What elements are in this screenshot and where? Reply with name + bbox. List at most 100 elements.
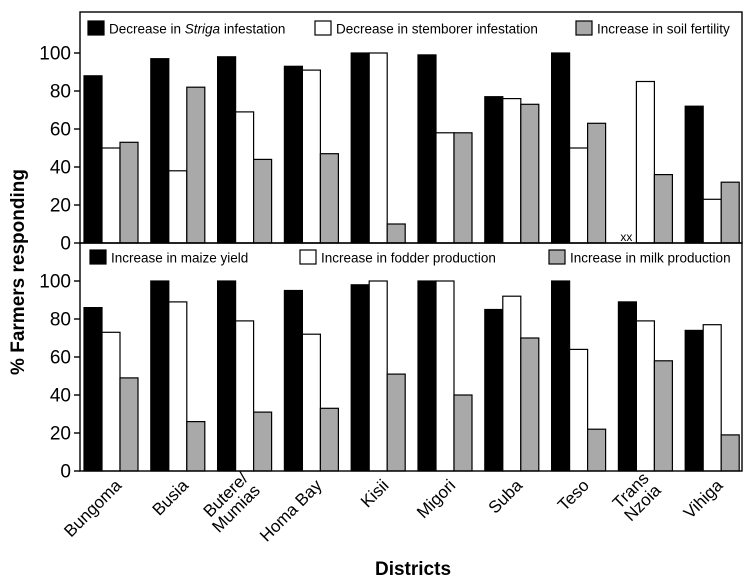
bottom-bar-increase-in-fodder-production-kisii xyxy=(368,280,388,472)
top-panel: Decrease in Striga infestation Decrease i… xyxy=(39,11,743,255)
x-tick-label-vihiga: Vihiga xyxy=(680,475,727,522)
bottom-bar-increase-in-milk-production-suba xyxy=(520,337,540,472)
top-bar-decrease-in-stemborer-infestation-busia xyxy=(168,170,188,244)
top-bar-decrease-in-stemborer-infestation-kisii xyxy=(368,52,388,244)
x-tick-label-migori: Migori xyxy=(413,476,459,522)
top-bar-increase-in-soil-fertility-butere-mumias xyxy=(253,158,273,244)
top-bar-decrease-in-stemborer-infestation-teso xyxy=(568,147,589,244)
bottom-y-axis: 0 20 40 60 80 100 xyxy=(39,242,743,483)
top-bar-decrease-in-stemborer-infestation-butere-mumias xyxy=(235,111,255,244)
top-legend-swatch-increase-in-soil-fertility xyxy=(575,20,593,36)
top-bar-decrease-in-stemborer-infestation-migori xyxy=(435,132,455,244)
bottom-legend-label-increase-in-milk-production: Increase in milk production xyxy=(570,251,731,266)
top-bar-decrease-in-striga-infestation-suba xyxy=(484,96,504,244)
bottom-legend-label-increase-in-maize-yield: Increase in maize yield xyxy=(111,251,248,266)
x-tick-label-butere-mumias: Butere/Mumias xyxy=(196,469,264,537)
top-legend-label-decrease-in-stemborer-infestation: Decrease in stemborer infestation xyxy=(336,22,538,37)
top-annotations: xx xyxy=(620,230,632,244)
y-axis-title: % Farmers responding xyxy=(8,169,29,375)
bottom-legend-swatch-increase-in-maize-yield xyxy=(89,249,107,265)
bottom-bar-increase-in-maize-yield-trans-nzoia xyxy=(617,301,638,472)
bottom-y-tick-label: 80 xyxy=(50,310,71,331)
bottom-bar-increase-in-maize-yield-suba xyxy=(484,308,504,472)
bottom-bar-increase-in-milk-production-butere-mumias xyxy=(253,411,273,472)
top-y-tick-label: 40 xyxy=(50,158,71,179)
top-bar-decrease-in-stemborer-infestation-bungoma xyxy=(101,147,121,244)
top-annotation-no-data: xx xyxy=(620,230,632,244)
bottom-legend: Increase in maize yield Increase in fodde… xyxy=(89,249,731,266)
top-bar-decrease-in-stemborer-infestation-suba xyxy=(502,97,522,244)
bottom-bar-increase-in-maize-yield-butere-mumias xyxy=(217,280,237,472)
x-axis-title: Districts xyxy=(375,559,451,578)
top-y-tick-label: 60 xyxy=(50,120,71,141)
bottom-legend-label-increase-in-fodder-production: Increase in fodder production xyxy=(321,251,496,266)
bottom-bar-increase-in-fodder-production-trans-nzoia xyxy=(635,320,656,472)
top-bar-increase-in-soil-fertility-suba xyxy=(520,103,540,244)
x-tick-label-kisii: Kisii xyxy=(357,476,392,511)
top-bar-increase-in-soil-fertility-trans-nzoia xyxy=(653,174,674,244)
top-bar-increase-in-soil-fertility-teso xyxy=(586,122,607,244)
bottom-bar-increase-in-maize-yield-migori xyxy=(417,280,437,472)
top-legend-label-decrease-in-striga-infestation: Decrease in Striga infestation xyxy=(109,22,285,37)
top-y-tick-label: 100 xyxy=(39,44,71,65)
bottom-bar-increase-in-maize-yield-homa-bay xyxy=(283,289,303,472)
top-bar-decrease-in-stemborer-infestation-trans-nzoia xyxy=(635,80,656,244)
top-y-tick-label: 0 xyxy=(60,234,71,255)
top-bar-increase-in-soil-fertility-bungoma xyxy=(119,141,139,244)
bottom-bar-increase-in-maize-yield-busia xyxy=(150,280,170,472)
bottom-y-tick-label: 40 xyxy=(50,386,71,407)
bottom-bar-increase-in-maize-yield-kisii xyxy=(350,284,370,472)
bottom-bar-increase-in-milk-production-vihiga xyxy=(720,434,740,472)
bottom-y-tick-label: 20 xyxy=(50,424,71,445)
x-tick-label-trans-nzoia: TransNzoia xyxy=(608,468,665,525)
bottom-bar-increase-in-fodder-production-teso xyxy=(568,348,589,472)
bottom-y-tick-label: 60 xyxy=(50,348,71,369)
bottom-y-tick-label: 0 xyxy=(60,462,71,483)
bottom-bar-increase-in-milk-production-homa-bay xyxy=(319,407,339,472)
top-legend-swatch-decrease-in-stemborer-infestation xyxy=(314,20,332,36)
top-bar-increase-in-soil-fertility-busia xyxy=(186,86,206,244)
top-y-tick-label: 80 xyxy=(50,82,71,103)
bottom-bar-increase-in-fodder-production-suba xyxy=(502,295,522,472)
top-bar-decrease-in-striga-infestation-migori xyxy=(417,54,437,244)
top-bar-decrease-in-striga-infestation-homa-bay xyxy=(283,65,303,244)
bottom-bar-increase-in-milk-production-teso xyxy=(586,428,607,472)
top-bar-decrease-in-striga-infestation-bungoma xyxy=(83,75,103,244)
bottom-bar-increase-in-milk-production-migori xyxy=(453,394,473,472)
bottom-bar-increase-in-milk-production-bungoma xyxy=(119,377,139,472)
bottom-bar-increase-in-maize-yield-vihiga xyxy=(684,329,704,472)
bottom-bar-increase-in-milk-production-kisii xyxy=(386,373,406,472)
bottom-bar-increase-in-maize-yield-bungoma xyxy=(83,307,103,472)
x-tick-label-suba: Suba xyxy=(485,475,527,517)
top-legend: Decrease in Striga infestation Decrease i… xyxy=(87,20,730,37)
x-tick-label-busia: Busia xyxy=(149,475,193,519)
bottom-bar-increase-in-fodder-production-bungoma xyxy=(101,331,121,472)
top-bar-increase-in-soil-fertility-homa-bay xyxy=(319,153,339,244)
bottom-legend-swatch-increase-in-fodder-production xyxy=(299,249,317,265)
top-bar-decrease-in-striga-infestation-teso xyxy=(550,52,571,244)
bottom-bar-increase-in-fodder-production-busia xyxy=(168,301,188,472)
bottom-bar-increase-in-fodder-production-vihiga xyxy=(702,324,722,472)
top-bar-increase-in-soil-fertility-kisii xyxy=(386,223,406,244)
bottom-bar-increase-in-maize-yield-teso xyxy=(550,280,571,472)
top-bar-increase-in-soil-fertility-vihiga xyxy=(720,181,740,244)
top-bar-decrease-in-striga-infestation-vihiga xyxy=(684,105,704,244)
top-bar-decrease-in-striga-infestation-busia xyxy=(150,58,170,244)
top-legend-swatch-decrease-in-striga-infestation xyxy=(87,20,105,36)
top-bar-decrease-in-stemborer-infestation-homa-bay xyxy=(301,69,321,244)
bottom-bar-increase-in-milk-production-trans-nzoia xyxy=(653,360,674,472)
top-bars xyxy=(83,52,740,244)
bottom-y-tick-label: 100 xyxy=(39,272,71,293)
bottom-bars xyxy=(83,280,740,472)
top-bar-decrease-in-striga-infestation-kisii xyxy=(350,52,370,244)
x-tick-label-bungoma: Bungoma xyxy=(60,475,125,540)
top-bar-decrease-in-stemborer-infestation-vihiga xyxy=(702,198,722,244)
bottom-bar-increase-in-fodder-production-homa-bay xyxy=(301,333,321,472)
x-tick-label-homa-bay: Homa Bay xyxy=(256,476,326,546)
top-bar-increase-in-soil-fertility-migori xyxy=(453,132,473,244)
top-y-tick-label: 20 xyxy=(50,196,71,217)
x-tick-label-teso: Teso xyxy=(554,476,593,515)
bottom-legend-swatch-increase-in-milk-production xyxy=(548,249,566,265)
bottom-bar-increase-in-fodder-production-butere-mumias xyxy=(235,320,255,472)
